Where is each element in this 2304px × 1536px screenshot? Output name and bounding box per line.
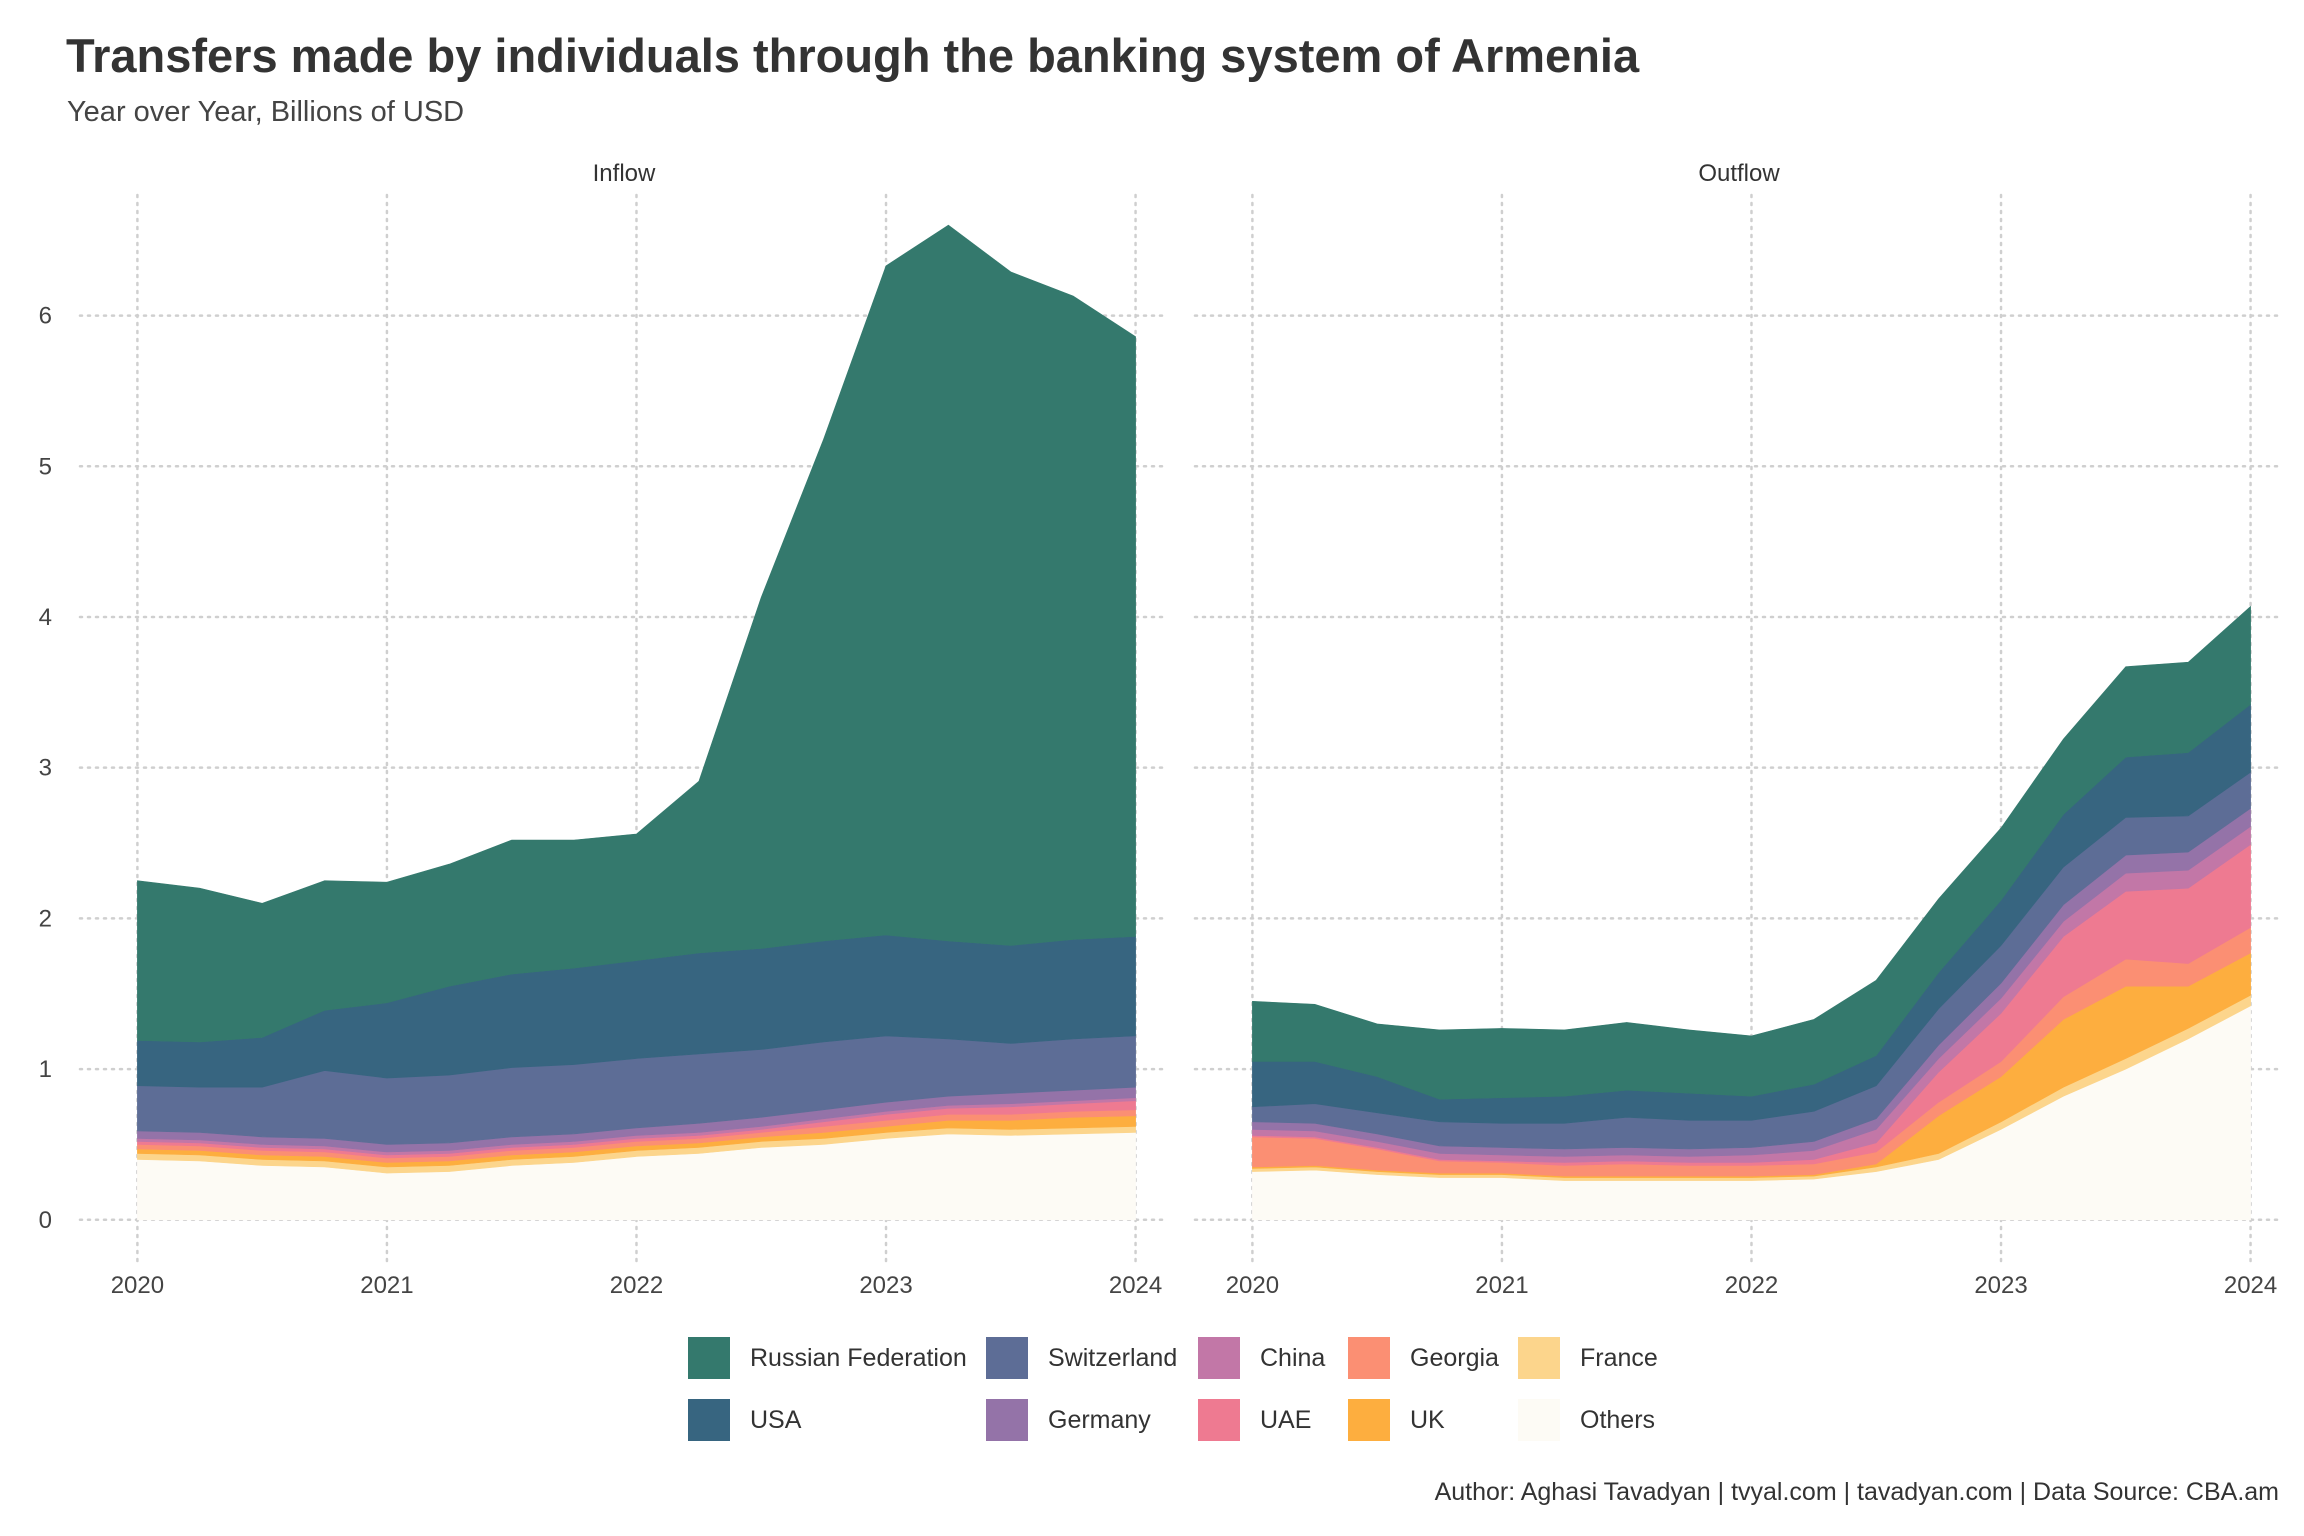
legend-swatch [1348,1337,1390,1379]
x-tick-label: 2024 [2224,1272,2277,1299]
legend-label: Russian Federation [750,1343,967,1372]
legend-swatch [688,1337,730,1379]
x-tick-label: 2021 [360,1272,413,1299]
x-tick-label: 2020 [1226,1272,1279,1299]
areas [1252,605,2251,1221]
legend-item: USA [688,1398,801,1442]
legend: Russian Federation USA Switzerland Germany C… [688,1336,1688,1476]
areas [137,224,1136,1221]
legend-item: China [1198,1336,1325,1380]
facet-label: Outflow [1698,160,1780,187]
legend-label: Germany [1048,1405,1151,1434]
x-tick-label: 2024 [1109,1272,1162,1299]
legend-label: USA [750,1405,802,1434]
legend-swatch [1518,1399,1560,1441]
chart-subtitle: Year over Year, Billions of USD [67,96,465,128]
x-tick-label: 2023 [859,1272,912,1299]
legend-label: UAE [1260,1405,1312,1434]
legend-label: Georgia [1410,1343,1499,1372]
legend-item: Others [1518,1398,1655,1442]
legend-item: UK [1348,1398,1445,1442]
y-tick-label: 4 [39,604,52,631]
legend-item: France [1518,1336,1658,1380]
chart-title: Transfers made by individuals through th… [66,29,1640,82]
legend-item: Georgia [1348,1336,1499,1380]
legend-swatch [1198,1337,1240,1379]
x-tick-label: 2022 [1725,1272,1778,1299]
x-tick-label: 2020 [111,1272,164,1299]
y-tick-label: 0 [39,1207,52,1234]
legend-swatch [986,1399,1028,1441]
legend-label: France [1580,1343,1658,1372]
y-tick-label: 3 [39,755,52,782]
area-russian-federation [1252,605,2251,1100]
legend-label: UK [1410,1405,1445,1434]
panel-inflow: 2020 2021 2022 2023 2024 Inflow [78,160,1170,1299]
legend-label: Others [1580,1405,1656,1434]
x-tick-label: 2021 [1475,1272,1528,1299]
legend-swatch [1518,1337,1560,1379]
x-tick-label: 2023 [1974,1272,2027,1299]
legend-item: Germany [986,1398,1151,1442]
y-tick-label: 2 [39,905,52,932]
legend-item: Switzerland [986,1336,1177,1380]
panel-outflow: 2020 2021 2022 2023 2024 Outflow [1193,160,2285,1299]
legend-swatch [688,1399,730,1441]
y-axis: 0 1 2 3 4 5 6 [39,303,52,1234]
y-tick-label: 1 [39,1056,52,1083]
facet-label: Inflow [593,160,656,187]
y-tick-label: 6 [39,303,52,330]
legend-item: UAE [1198,1398,1311,1442]
legend-item: Russian Federation [688,1336,967,1380]
caption: Author: Aghasi Tavadyan | tvyal.com | ta… [1434,1478,2279,1506]
legend-label: China [1260,1343,1326,1372]
legend-swatch [1198,1399,1240,1441]
y-tick-label: 5 [39,453,52,480]
legend-swatch [986,1337,1028,1379]
area-russian-federation [137,224,1136,1043]
legend-swatch [1348,1399,1390,1441]
legend-label: Switzerland [1048,1343,1178,1372]
x-tick-label: 2022 [610,1272,663,1299]
